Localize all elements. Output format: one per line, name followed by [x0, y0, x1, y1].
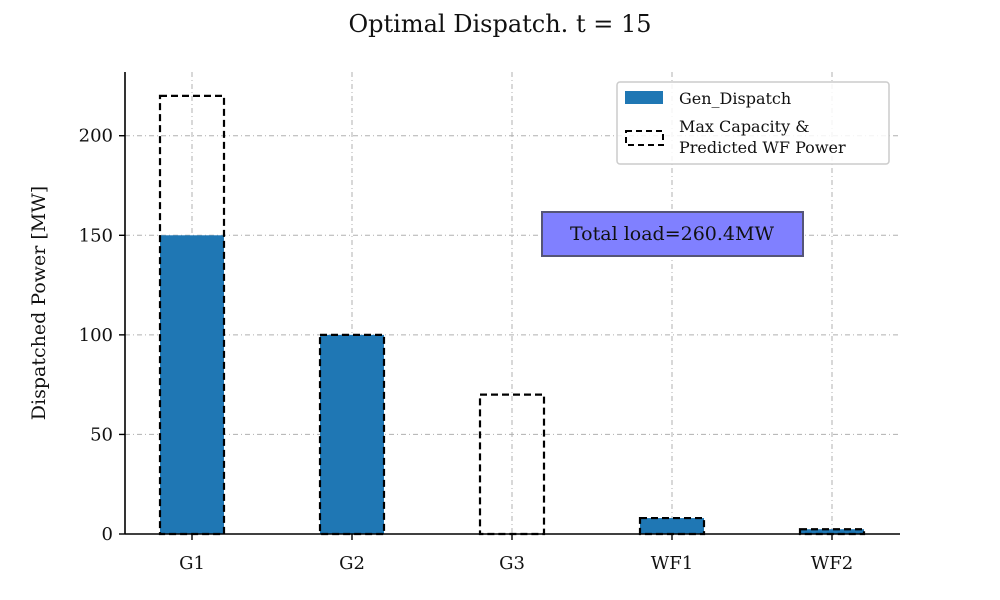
legend-label-max-capacity-line2: Predicted WF Power	[679, 138, 846, 157]
x-tick-label: G2	[339, 553, 365, 574]
legend: Gen_Dispatch Max Capacity & Predicted WF…	[616, 81, 890, 165]
bar-gen-dispatch	[640, 518, 704, 534]
legend-label-max-capacity-line1: Max Capacity &	[679, 117, 809, 136]
x-tick-label: WF1	[651, 553, 693, 574]
y-ticks: 0 50 100 150 200	[79, 126, 125, 545]
y-tick-label: 150	[79, 225, 113, 246]
bar-gen-dispatch	[320, 334, 384, 534]
bars	[158, 94, 866, 536]
x-tick-label: G1	[179, 553, 205, 574]
y-tick-label: 50	[90, 424, 113, 445]
annotation-background	[541, 211, 804, 257]
legend-label-gen-dispatch: Gen_Dispatch	[679, 89, 791, 108]
y-tick-label: 100	[79, 325, 113, 346]
annotation-box: Total load=260.4MW	[541, 211, 804, 257]
legend-swatch-gen-dispatch	[625, 91, 663, 104]
y-axis-label: Dispatched Power [MW]	[28, 186, 50, 420]
bar-gen-dispatch	[800, 529, 864, 534]
legend-frame	[616, 81, 890, 165]
legend-swatch-max-capacity	[625, 130, 664, 146]
x-tick-label: G3	[499, 553, 525, 574]
bar-gen-dispatch	[160, 235, 224, 535]
chart-title: Optimal Dispatch. t = 15	[349, 10, 652, 38]
y-tick-label: 200	[79, 126, 113, 147]
x-ticks: G1 G2 G3 WF1 WF2	[179, 534, 853, 574]
x-tick-label: WF2	[811, 553, 853, 574]
y-tick-label: 0	[102, 524, 113, 545]
annotation-text: Total load=260.4MW	[570, 223, 774, 245]
